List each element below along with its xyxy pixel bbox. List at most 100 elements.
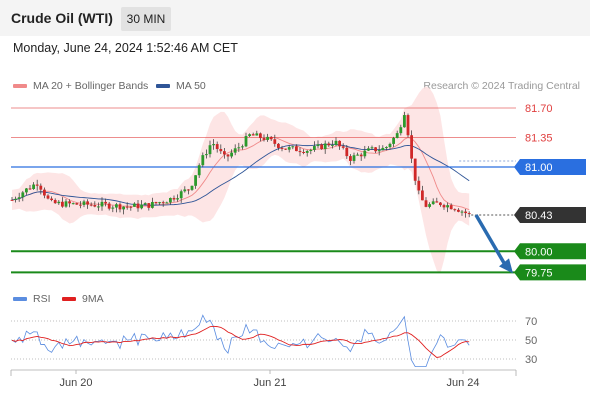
- candle: [194, 175, 197, 189]
- candle-body: [86, 201, 89, 205]
- candle-body: [298, 151, 302, 153]
- candle: [68, 199, 71, 208]
- candle: [197, 163, 201, 178]
- candle: [338, 140, 341, 150]
- ma20-label: MA 20 + Bollinger Bands: [33, 80, 149, 92]
- candle-body: [305, 150, 309, 153]
- candle: [39, 183, 43, 195]
- candlesticks: [10, 111, 471, 218]
- candle-body: [219, 149, 223, 152]
- candle-body: [460, 211, 464, 213]
- candle-body: [316, 144, 320, 147]
- candle-body: [259, 133, 262, 139]
- candle: [46, 194, 50, 200]
- candle-body: [46, 195, 50, 199]
- candle: [298, 147, 302, 157]
- timeframe-button[interactable]: 30 MIN: [121, 7, 171, 31]
- candle-body: [169, 197, 172, 203]
- rsi-label: RSI: [33, 293, 51, 305]
- rsi-line: [11, 314, 470, 367]
- candle: [151, 197, 154, 209]
- candle: [82, 199, 86, 208]
- ma50-label: MA 50: [176, 80, 206, 92]
- candle-body: [223, 151, 226, 155]
- candle-body: [154, 201, 158, 204]
- candle-body: [417, 180, 421, 191]
- candle-body: [273, 139, 277, 144]
- candle: [421, 185, 424, 201]
- x-axis: Jun 20 Jun 21 Jun 24: [10, 369, 517, 389]
- candle-body: [269, 136, 273, 140]
- candle-body: [161, 202, 165, 204]
- candle: [208, 140, 212, 158]
- candle-body: [215, 144, 219, 150]
- candle: [226, 154, 230, 162]
- candle: [17, 192, 21, 202]
- candle-body: [140, 204, 143, 209]
- candle-body: [208, 145, 212, 155]
- candle: [50, 196, 53, 202]
- candle-body: [183, 189, 187, 192]
- candle: [251, 132, 255, 136]
- candle-body: [453, 209, 457, 211]
- candle: [133, 202, 136, 207]
- candle-body: [377, 150, 381, 152]
- candle: [363, 145, 367, 159]
- candle: [237, 142, 241, 152]
- candle: [248, 133, 251, 138]
- candle-body: [356, 154, 359, 156]
- candle: [381, 145, 385, 151]
- rsi-tick-label: 50: [525, 335, 537, 347]
- candle: [464, 208, 467, 218]
- candle-body: [32, 184, 35, 190]
- candle: [413, 158, 417, 186]
- candle: [35, 179, 39, 191]
- candle-body: [111, 207, 115, 209]
- candle-body: [406, 115, 410, 136]
- candle-body: [129, 206, 133, 208]
- candle: [140, 200, 143, 210]
- candle-body: [158, 202, 161, 204]
- candle-body: [467, 213, 471, 215]
- candle: [93, 201, 97, 208]
- candle-body: [151, 201, 154, 208]
- candle: [32, 182, 35, 190]
- candle-body: [302, 151, 305, 153]
- level-s2-label-tag-bg: [514, 264, 586, 281]
- candle: [169, 197, 172, 205]
- candle-body: [143, 203, 147, 205]
- rsi-ma-legend: 9MA: [62, 293, 104, 305]
- candle-body: [449, 205, 453, 210]
- candle: [183, 186, 187, 193]
- candle: [435, 197, 439, 203]
- candle-body: [248, 134, 251, 137]
- level-last-label-tag: 80.43: [514, 207, 586, 224]
- candle-body: [133, 203, 136, 207]
- candle-body: [446, 205, 449, 208]
- candle: [219, 144, 223, 154]
- level-r2-label: 81.70: [525, 103, 553, 115]
- candle-body: [57, 201, 61, 204]
- candle: [410, 130, 413, 164]
- candle: [107, 201, 111, 211]
- level-s1-label: 80.00: [525, 246, 553, 258]
- candle-body: [399, 127, 403, 134]
- candle: [370, 145, 374, 150]
- candle: [129, 206, 133, 211]
- candle: [305, 149, 309, 157]
- candle-body: [395, 133, 399, 138]
- candle: [21, 190, 25, 202]
- candle-body: [403, 115, 406, 128]
- candle: [53, 198, 57, 204]
- candle: [467, 211, 471, 218]
- candle: [14, 196, 17, 203]
- timestamp: Monday, June 24, 2024 1:52:46 AM CET: [13, 41, 238, 55]
- candle: [359, 152, 363, 161]
- candle-body: [147, 203, 151, 208]
- candle-body: [323, 143, 327, 150]
- candle: [302, 149, 305, 155]
- candle-body: [118, 204, 122, 210]
- candle: [100, 197, 104, 211]
- candle-body: [64, 201, 68, 207]
